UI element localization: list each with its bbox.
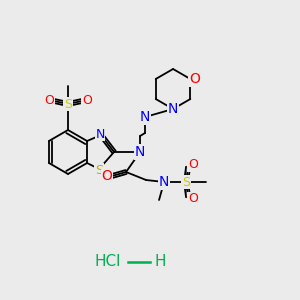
Text: O: O: [82, 94, 92, 106]
Text: N: N: [159, 175, 169, 189]
Text: N: N: [168, 102, 178, 116]
Text: S: S: [182, 176, 190, 188]
Text: O: O: [188, 158, 198, 172]
Text: N: N: [95, 128, 105, 140]
Text: O: O: [189, 72, 200, 86]
Text: O: O: [188, 193, 198, 206]
Text: HCl: HCl: [95, 254, 121, 269]
Text: H: H: [154, 254, 166, 269]
Text: N: N: [135, 145, 145, 159]
Text: O: O: [102, 169, 112, 183]
Text: S: S: [95, 164, 103, 176]
Text: S: S: [64, 98, 72, 110]
Text: O: O: [44, 94, 54, 106]
Text: N: N: [140, 110, 150, 124]
